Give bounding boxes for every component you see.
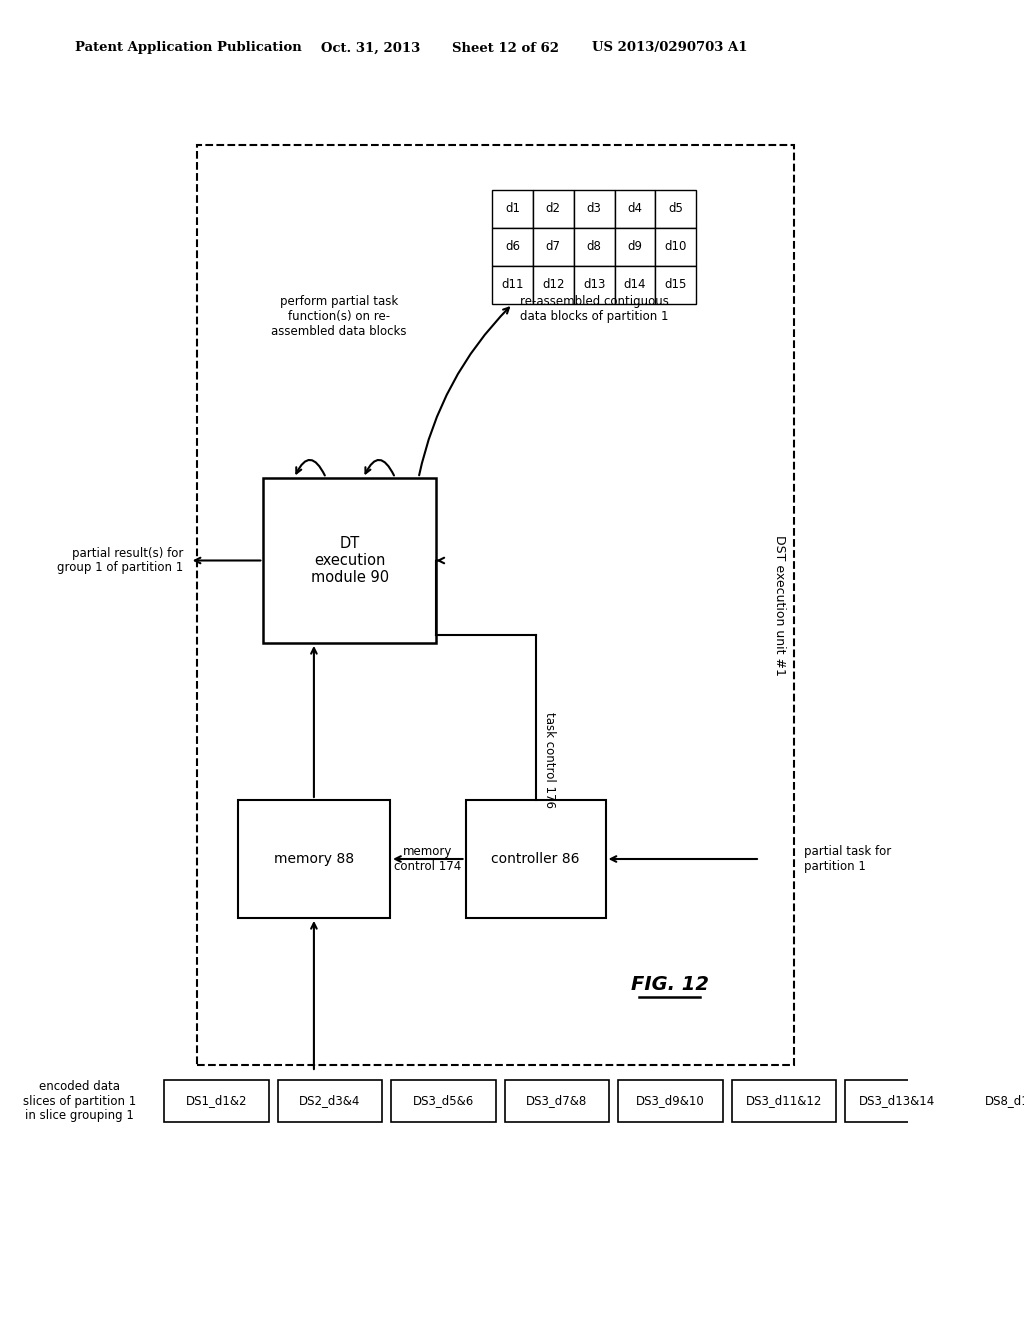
Text: d10: d10 <box>665 240 687 253</box>
Text: DS3_d9&10: DS3_d9&10 <box>636 1094 705 1107</box>
Text: partial result(s) for
group 1 of partition 1: partial result(s) for group 1 of partiti… <box>57 546 183 574</box>
Text: d7: d7 <box>546 240 561 253</box>
Text: d1: d1 <box>505 202 520 215</box>
Bar <box>655 228 696 267</box>
Text: d9: d9 <box>628 240 642 253</box>
Bar <box>573 228 614 267</box>
Text: re-assembled contiguous
data blocks of partition 1: re-assembled contiguous data blocks of p… <box>520 294 669 323</box>
Bar <box>505 1080 609 1122</box>
Bar <box>466 800 605 917</box>
Bar <box>164 1080 268 1122</box>
Text: d4: d4 <box>628 202 642 215</box>
Bar <box>655 190 696 228</box>
Bar <box>532 228 573 267</box>
Text: DS3_d7&8: DS3_d7&8 <box>526 1094 588 1107</box>
Text: DS3_d5&6: DS3_d5&6 <box>413 1094 474 1107</box>
Bar <box>731 1080 837 1122</box>
Text: d12: d12 <box>542 279 564 292</box>
Text: DS2_d3&4: DS2_d3&4 <box>299 1094 360 1107</box>
Text: task control 176: task control 176 <box>543 711 556 808</box>
Bar <box>618 1080 723 1122</box>
Text: d11: d11 <box>502 279 524 292</box>
Bar <box>614 267 655 304</box>
Text: d13: d13 <box>583 279 605 292</box>
Text: DS3_d11&12: DS3_d11&12 <box>745 1094 822 1107</box>
Bar <box>278 1080 382 1122</box>
Text: Patent Application Publication: Patent Application Publication <box>76 41 302 54</box>
Text: Sheet 12 of 62: Sheet 12 of 62 <box>453 41 559 54</box>
Text: d5: d5 <box>669 202 683 215</box>
Bar <box>845 1080 949 1122</box>
Text: DS3_d13&14: DS3_d13&14 <box>859 1094 936 1107</box>
Bar <box>197 145 794 1065</box>
Text: perform partial task
function(s) on re-
assembled data blocks: perform partial task function(s) on re- … <box>271 294 407 338</box>
Text: DS1_d1&2: DS1_d1&2 <box>185 1094 247 1107</box>
Text: DS8_d15: DS8_d15 <box>985 1094 1024 1107</box>
Text: memory
control 174: memory control 174 <box>394 845 462 873</box>
Bar <box>532 190 573 228</box>
Bar <box>614 190 655 228</box>
Text: d6: d6 <box>505 240 520 253</box>
Bar <box>493 228 532 267</box>
Bar <box>958 1080 1024 1122</box>
Text: DT
execution
module 90: DT execution module 90 <box>310 536 389 585</box>
Bar <box>238 800 390 917</box>
Text: d14: d14 <box>624 279 646 292</box>
Text: d2: d2 <box>546 202 561 215</box>
Bar <box>655 267 696 304</box>
Text: DST execution unit #1: DST execution unit #1 <box>773 535 786 676</box>
Text: partial task for
partition 1: partial task for partition 1 <box>804 845 892 873</box>
Text: d8: d8 <box>587 240 601 253</box>
Text: controller 86: controller 86 <box>492 851 580 866</box>
Text: d3: d3 <box>587 202 601 215</box>
Bar <box>614 228 655 267</box>
Text: encoded data
slices of partition 1
in slice grouping 1: encoded data slices of partition 1 in sl… <box>24 1080 136 1122</box>
Bar <box>573 190 614 228</box>
Text: Oct. 31, 2013: Oct. 31, 2013 <box>321 41 420 54</box>
Text: d15: d15 <box>665 279 687 292</box>
Bar <box>493 190 532 228</box>
Bar <box>391 1080 496 1122</box>
Bar <box>263 478 436 643</box>
Text: US 2013/0290703 A1: US 2013/0290703 A1 <box>592 41 748 54</box>
Text: memory 88: memory 88 <box>273 851 354 866</box>
Bar <box>532 267 573 304</box>
Bar <box>573 267 614 304</box>
Bar <box>493 267 532 304</box>
Text: FIG. 12: FIG. 12 <box>631 975 709 994</box>
